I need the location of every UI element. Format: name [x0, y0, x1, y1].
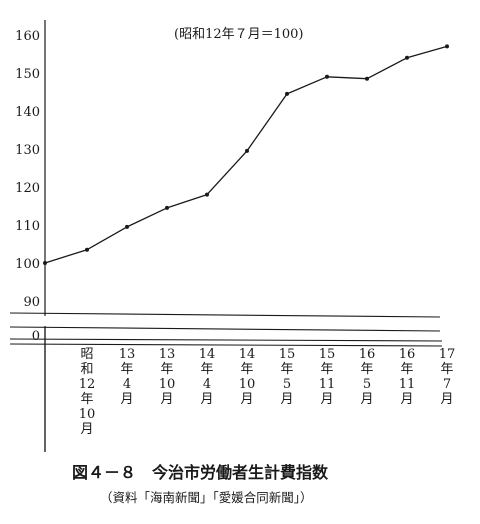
- x-tick-label-char: 年: [200, 362, 213, 377]
- x-tick-labels: 昭和12年10月13年4月13年10月14年4月14年10月15年5月15年11…: [79, 347, 456, 437]
- data-point: [445, 44, 449, 49]
- zero-line-double: [9, 343, 443, 347]
- x-tick-label-char: 年: [440, 362, 453, 377]
- x-tick-label-char: 月: [80, 422, 93, 437]
- break-line-lower: [9, 326, 441, 332]
- x-tick-label-char: 4: [203, 377, 211, 392]
- data-point: [205, 192, 209, 197]
- data-point: [165, 205, 169, 210]
- data-point: [85, 247, 89, 252]
- x-tick-label-char: 10: [239, 377, 256, 392]
- base-note: (昭和12年７月＝100): [174, 27, 304, 42]
- axes: [0, 20, 480, 452]
- y-tick-label: 150: [15, 67, 40, 82]
- x-tick-label-char: 14: [239, 347, 256, 362]
- x-tick-label-char: 7: [443, 377, 451, 392]
- x-tick-label-char: 年: [160, 362, 173, 377]
- start-point: [43, 261, 47, 265]
- y-tick-label: 130: [15, 143, 40, 158]
- axis-break-gap: [0, 316, 480, 326]
- x-tick-label-char: 5: [283, 377, 291, 392]
- y-tick-label: 100: [15, 257, 40, 272]
- break-line-upper: [9, 312, 441, 318]
- x-tick-label-char: 5: [363, 377, 371, 392]
- source-caption: （資料「海南新聞」「愛媛合同新聞」）: [100, 490, 313, 505]
- x-tick-label-char: 月: [360, 392, 373, 407]
- x-tick-label-char: 15: [279, 347, 296, 362]
- data-point: [365, 76, 369, 81]
- y-tick-label-zero: 0: [32, 329, 40, 344]
- x-tick-label-char: 月: [160, 392, 173, 407]
- x-tick-label-char: 年: [320, 362, 333, 377]
- data-point: [325, 74, 329, 79]
- x-tick-label-char: 15: [319, 347, 336, 362]
- x-tick-label-char: 月: [280, 392, 293, 407]
- figure-caption: 図４－８ 今治市労働者生計費指数: [72, 463, 329, 482]
- x-tick-label-char: 13: [159, 347, 176, 362]
- x-tick-label-char: 月: [440, 392, 453, 407]
- y-tick-label: 120: [15, 181, 40, 196]
- x-tick-label-char: 12: [79, 377, 96, 392]
- x-tick-label-char: 月: [240, 392, 253, 407]
- x-tick-label-char: 14: [199, 347, 216, 362]
- data-line: [44, 45, 448, 264]
- x-tick-label-char: 月: [400, 392, 413, 407]
- x-tick-label-char: 10: [159, 377, 176, 392]
- x-tick-label-char: 16: [359, 347, 376, 362]
- data-point: [405, 55, 409, 60]
- x-tick-label-char: 年: [360, 362, 373, 377]
- x-tick-label-char: 和: [80, 362, 93, 377]
- x-tick-label-char: 年: [400, 362, 413, 377]
- x-tick-label-char: 10: [79, 407, 96, 422]
- x-tick-label-char: 年: [280, 362, 293, 377]
- y-tick-labels: 160 150 140 130 120 110 100 90 0: [15, 29, 40, 344]
- x-tick-label-char: 月: [120, 392, 133, 407]
- x-tick-label-char: 13: [119, 347, 136, 362]
- y-tick-label: 90: [23, 295, 40, 310]
- x-tick-label-char: 月: [200, 392, 213, 407]
- x-tick-label-char: 4: [123, 377, 131, 392]
- x-tick-label-char: 11: [399, 377, 416, 392]
- x-tick-label-char: 昭: [80, 347, 93, 362]
- y-tick-label: 110: [15, 219, 40, 234]
- x-tick-label-char: 年: [240, 362, 253, 377]
- zero-line: [9, 338, 443, 342]
- x-tick-label-char: 年: [120, 362, 133, 377]
- data-point: [125, 224, 129, 229]
- y-tick-label: 160: [15, 29, 40, 44]
- x-tick-label-char: 11: [319, 377, 336, 392]
- x-tick-label-char: 月: [320, 392, 333, 407]
- x-tick-label-char: 年: [80, 392, 93, 407]
- x-tick-label-char: 16: [399, 347, 416, 362]
- x-tick-label-char: 17: [439, 347, 456, 362]
- data-point: [245, 148, 249, 153]
- y-tick-label: 140: [15, 105, 40, 120]
- series-line: [43, 44, 449, 265]
- data-point: [285, 91, 289, 96]
